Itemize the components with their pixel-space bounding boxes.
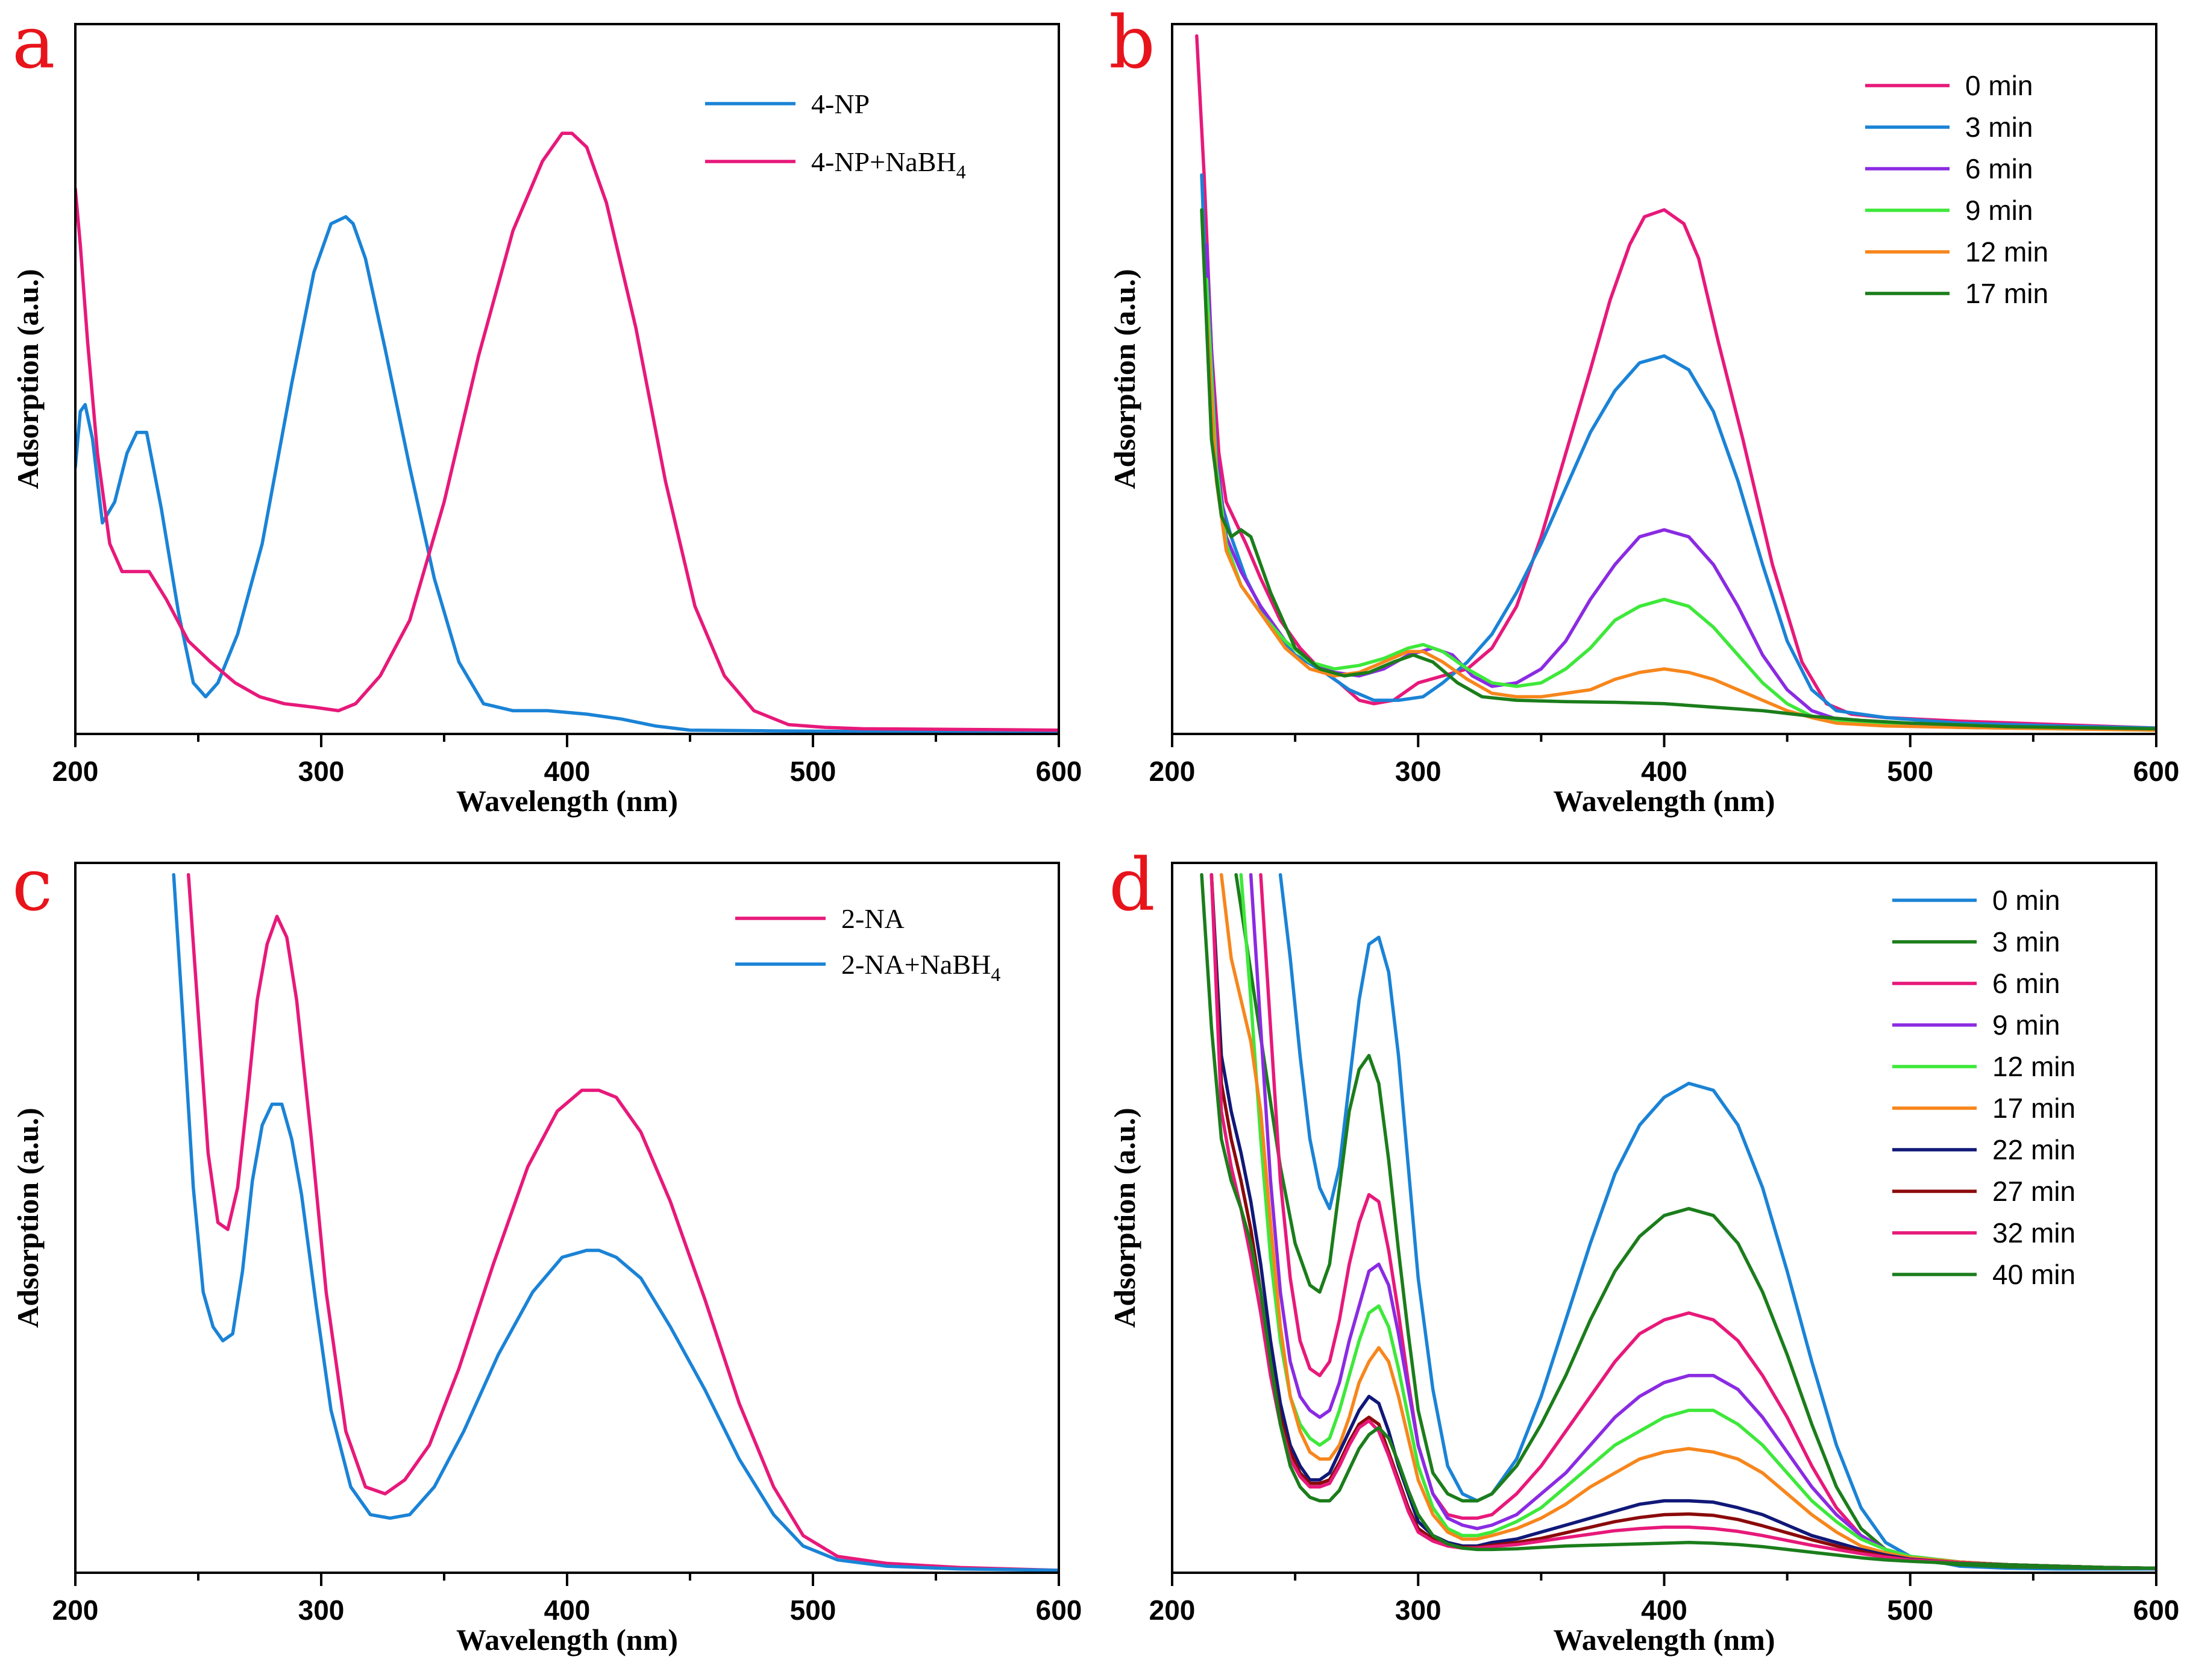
- x-axis-title: Wavelength (nm): [1553, 784, 1775, 818]
- series-line-4-np-nabh: [75, 131, 1059, 732]
- legend-label: 9 min: [1992, 1009, 2060, 1041]
- x-tick-label: 400: [1641, 756, 1687, 787]
- legend: 0 min 3 min 6 min 9 min 12 min 17 min: [1865, 70, 2048, 309]
- x-axis-title: Wavelength (nm): [456, 1623, 678, 1656]
- x-tick-label: 200: [1149, 1594, 1196, 1626]
- legend-label: 17 min: [1992, 1092, 2075, 1124]
- series-group: [1195, 34, 2156, 732]
- legend: 2-NA 2-NA+NaBH4: [735, 903, 1000, 985]
- panel-letter-c: c: [12, 844, 52, 927]
- panel-letter-d: d: [1109, 844, 1155, 927]
- series-line-2-na-nabh: [172, 873, 1059, 1572]
- series-line-17-min: [1219, 873, 2156, 1570]
- series-line-17-min: [1200, 208, 2156, 731]
- x-axis-title: Wavelength (nm): [1553, 1623, 1775, 1656]
- legend-label: 17 min: [1965, 278, 2048, 309]
- series-line-3-min: [1234, 873, 2156, 1570]
- x-tick-label: 300: [298, 1594, 345, 1626]
- legend-label: 32 min: [1992, 1217, 2075, 1249]
- legend: 0 min 3 min 6 min 9 min 12 min 17 min 22 min 27…: [1892, 885, 2075, 1290]
- legend-label: 0 min: [1965, 70, 2033, 101]
- x-tick-label: 500: [790, 1594, 836, 1626]
- x-tick-label: 400: [1641, 1594, 1687, 1626]
- series-line-9-min: [1205, 277, 2156, 732]
- legend-label: 2-NA+NaBH4: [841, 949, 1000, 985]
- legend-label: 40 min: [1992, 1259, 2075, 1290]
- legend-label: 27 min: [1992, 1176, 2075, 1207]
- x-tick-label: 500: [1887, 1594, 1933, 1626]
- x-tick-label: 300: [298, 756, 345, 787]
- x-tick-label: 300: [1395, 756, 1442, 787]
- y-axis-title: Adsorption (a.u.): [1108, 269, 1141, 489]
- x-tick-label: 300: [1395, 1594, 1442, 1626]
- series-line-6-min: [1205, 243, 2156, 732]
- legend-label: 6 min: [1965, 153, 2033, 184]
- x-tick-label: 400: [544, 1594, 591, 1626]
- x-tick-label: 400: [544, 756, 591, 787]
- legend-label: 4-NP+NaBH4: [811, 146, 966, 183]
- series-group: [172, 873, 1059, 1572]
- x-tick-label: 500: [790, 756, 836, 787]
- panel-b: b 200 300 400 500 600 Wavelength (nm) Adsorptio…: [1108, 1, 2179, 818]
- x-tick-label: 200: [1149, 756, 1196, 787]
- legend-label: 3 min: [1992, 926, 2060, 958]
- x-tick-label: 600: [2133, 756, 2180, 787]
- series-line-12-min: [1239, 873, 2156, 1570]
- panel-c: c 200 300 400 500 600 Wavelength (nm) Adsorptio…: [11, 844, 1082, 1656]
- legend-label: 22 min: [1992, 1134, 2075, 1165]
- x-axis-title: Wavelength (nm): [456, 784, 678, 818]
- legend-label: 12 min: [1992, 1051, 2075, 1082]
- series-line-0-min: [1278, 873, 2156, 1571]
- panel-letter-a: a: [12, 1, 55, 85]
- series-line-40-min: [1200, 873, 2156, 1570]
- legend-label: 4-NP: [811, 89, 870, 119]
- series-line-9-min: [1249, 873, 2156, 1570]
- y-axis-title: Adsorption (a.u.): [11, 269, 45, 489]
- y-axis-title: Adsorption (a.u.): [1108, 1108, 1141, 1327]
- panel-letter-b: b: [1109, 1, 1155, 85]
- x-tick-label: 500: [1887, 756, 1933, 787]
- legend-label: 2-NA: [841, 903, 905, 934]
- legend: 4-NP 4-NP+NaBH4: [705, 89, 966, 183]
- x-tick-label: 600: [1036, 756, 1082, 787]
- x-tick-label: 600: [2133, 1594, 2180, 1626]
- plot-frame: [74, 23, 1060, 735]
- panel-a: a 200 300 400 500 600 Wavelength (nm) Adsorptio…: [11, 1, 1082, 818]
- series-line-4-np: [75, 215, 1059, 733]
- y-axis-title: Adsorption (a.u.): [11, 1108, 45, 1327]
- x-tick-label: 200: [52, 756, 99, 787]
- series-group: [75, 131, 1059, 733]
- panel-d: d 200 300 400 500 600 Wavelength (nm) Adsorptio…: [1108, 844, 2179, 1656]
- x-tick-label: 200: [52, 1594, 99, 1626]
- legend-label: 12 min: [1965, 236, 2048, 268]
- legend-label: 0 min: [1992, 885, 2060, 916]
- series-group: [1200, 873, 2156, 1571]
- legend-label: 6 min: [1992, 968, 2060, 999]
- series-line-0-min: [1195, 34, 2156, 730]
- series-line-2-na: [186, 873, 1059, 1572]
- legend-label: 3 min: [1965, 111, 2033, 143]
- x-tick-label: 600: [1036, 1594, 1082, 1626]
- legend-label: 9 min: [1965, 195, 2033, 226]
